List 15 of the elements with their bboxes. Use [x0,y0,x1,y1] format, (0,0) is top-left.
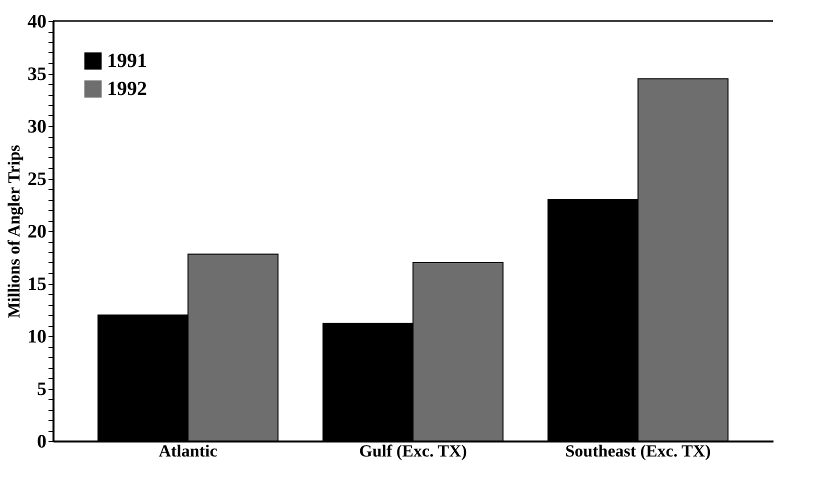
x-tick-label: Gulf (Exc. TX) [359,442,467,460]
x-tick-label: Atlantic [158,442,218,460]
y-axis-title: Millions of Angler Trips [4,144,24,318]
y-tick-label: 25 [28,169,46,190]
legend-label: 1992 [107,78,147,100]
y-tick-label: 5 [37,379,46,400]
y-tick-label: 30 [28,116,46,138]
y-tick-label: 35 [28,64,46,85]
y-tick-label: 10 [28,326,46,348]
y-tick-label: 40 [28,12,46,32]
y-tick-label: 0 [37,432,46,452]
legend-label: 1991 [107,50,147,72]
y-tick-label: 20 [28,222,46,242]
x-tick-label: Southeast (Exc. TX) [565,442,711,460]
y-tick-label: 15 [28,274,46,295]
